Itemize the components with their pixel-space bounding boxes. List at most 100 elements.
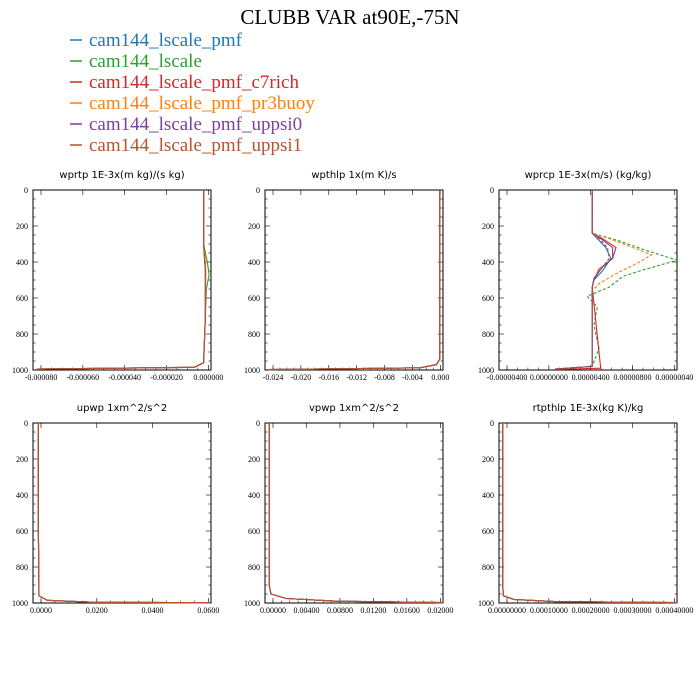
series-line [37,422,210,604]
chart-panel: rtpthlp 1E-3x(kg K)/kg020040060080010000… [478,403,693,615]
x-tick-label: 0.00010000 [530,606,568,615]
chart-panel: upwp 1xm^2/s^2 0 200 400 600 800 10000.0000 0.0… [12,403,219,615]
series-line [554,190,610,370]
x-tick-label: 0.0600 [197,606,219,615]
series-line [268,190,441,371]
panel-title: wpthlp 1x(m K)/s [311,170,396,181]
y-tick-label: 0 [24,419,28,428]
series-line [502,423,678,604]
x-tick-label: 0.0200 [86,606,108,615]
y-tick-label: 200 [482,455,494,464]
y-tick-label: 0 [256,186,260,195]
x-tick-label: 0.00000800 [614,373,652,382]
x-tick-label: 0.00040000 [655,606,693,615]
y-tick-label: 800 [248,330,260,339]
x-tick-label: 0.00030000 [614,606,652,615]
series-line [36,190,210,370]
series-line [502,423,678,604]
y-tick-label: 0 [490,186,494,195]
panel-title: wprcp 1E-3x(m/s) (kg/kg) [525,170,652,181]
series-line [268,190,441,371]
y-tick-label: 1000 [12,599,28,608]
legend: cam144_lscale_pmfcam144_lscalecam144_lsc… [70,30,315,156]
x-tick-label: 0.000 [431,373,449,382]
series-line [502,423,678,604]
series-line [37,422,210,604]
series-line [36,190,206,370]
y-tick-label: 800 [248,563,260,572]
y-tick-label: 400 [16,491,28,500]
y-tick-label: 600 [482,527,494,536]
x-tick-label: -0.000080 [25,373,58,382]
x-tick-label: 0.00000000 [530,373,568,382]
y-tick-label: 1000 [12,366,28,375]
figure-title: CLUBB VAR at90E,-75N [240,5,459,29]
x-tick-label: -0.00000400 [487,373,528,382]
y-tick-label: 200 [482,222,494,231]
series-line [36,190,206,370]
y-tick-label: 0 [490,419,494,428]
series-line [268,190,441,371]
panels: wprtp 1E-3x(m kg)/(s kg) 0 200 400 600 800 100… [12,170,693,615]
plot-frame [264,422,444,604]
chart-panel: wpthlp 1x(m K)/s02004006008001000-0.024-… [244,170,449,382]
series-line [268,423,444,604]
x-tick-label: 0.00020000 [572,606,610,615]
x-tick-label: -0.024 [263,373,284,382]
y-tick-label: 600 [248,294,260,303]
y-tick-label: 600 [16,527,28,536]
series-line [37,422,210,604]
x-tick-label: -0.004 [402,373,423,382]
x-tick-label: 0.01200 [360,606,386,615]
x-tick-label: -0.000040 [108,373,141,382]
series-line [554,190,617,371]
series-line [268,423,444,604]
y-tick-label: 1000 [478,366,494,375]
y-tick-label: 200 [16,222,28,231]
series-line [36,190,207,370]
y-tick-label: 0 [256,419,260,428]
legend-label: cam144_lscale_pmf_c7rich [89,72,299,93]
x-tick-label: -0.020 [291,373,312,382]
y-tick-label: 400 [16,258,28,267]
legend-label: cam144_lscale_pmf_pr3buoy [89,93,315,114]
series-line [554,190,612,370]
y-tick-label: 800 [482,330,494,339]
x-tick-label: 0.00000400 [572,373,610,382]
legend-label: cam144_lscale_pmf_uppsi1 [89,135,302,156]
plot-frame [32,422,212,604]
series-line [554,190,653,370]
series-line [554,190,679,370]
x-tick-label: 0.00000000 [488,606,526,615]
series-line [268,423,444,604]
plot-frame [498,422,678,604]
y-tick-label: 1000 [478,599,494,608]
x-tick-label: 0.000000 [193,373,223,382]
series-line [36,190,206,370]
y-tick-label: 1000 [244,599,260,608]
plot-frame [498,189,678,371]
x-tick-label: -0.012 [346,373,367,382]
series-line [268,190,441,371]
y-tick-label: 400 [248,491,260,500]
x-tick-label: -0.000020 [150,373,183,382]
y-tick-label: 400 [482,491,494,500]
panel-title: vpwp 1xm^2/s^2 [309,403,399,414]
panel-title: wprtp 1E-3x(m kg)/(s kg) [59,170,184,181]
x-tick-label: 0.00800 [327,606,353,615]
y-tick-label: 200 [16,455,28,464]
y-tick-label: 1000 [244,366,260,375]
y-tick-label: 800 [16,330,28,339]
plot-frame [32,189,212,371]
series-line [502,423,678,604]
series-line [554,190,614,370]
x-tick-label: 0.01600 [394,606,420,615]
chart-panel: wprcp 1E-3x(m/s) (kg/kg) 0 200 400 600 800 100… [478,170,693,382]
x-tick-label: -0.008 [374,373,395,382]
series-line [268,423,444,604]
series-line [268,190,441,371]
series-line [37,422,210,604]
y-tick-label: 400 [482,258,494,267]
panel-title: rtpthlp 1E-3x(kg K)/kg [533,403,644,414]
y-tick-label: 0 [24,186,28,195]
